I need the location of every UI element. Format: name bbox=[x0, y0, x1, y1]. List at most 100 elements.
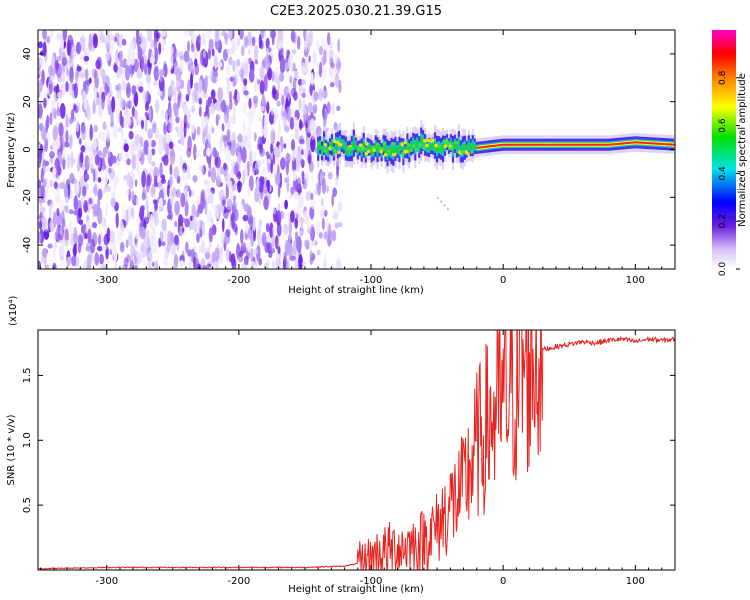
noise-blob bbox=[104, 37, 109, 51]
noise-blob bbox=[127, 49, 132, 66]
noise-blob bbox=[98, 234, 101, 246]
noise-blob bbox=[290, 30, 296, 43]
noise-blob bbox=[158, 165, 163, 176]
noise-blob bbox=[229, 76, 234, 82]
noise-blob bbox=[83, 55, 90, 62]
noise-blob bbox=[154, 47, 159, 62]
noise-blob bbox=[228, 30, 233, 40]
noise-blob bbox=[303, 210, 309, 225]
noise-blob bbox=[321, 177, 326, 195]
noise-blob bbox=[168, 141, 174, 150]
noise-blob bbox=[248, 68, 255, 83]
signal-speckle bbox=[323, 149, 327, 153]
noise-blob bbox=[44, 160, 50, 167]
noise-blob bbox=[160, 178, 166, 184]
noise-blob bbox=[271, 123, 276, 133]
noise-blob bbox=[278, 119, 281, 137]
noise-blob bbox=[214, 247, 220, 262]
noise-blob bbox=[46, 177, 49, 194]
noise-blob bbox=[276, 222, 282, 237]
noise-blob bbox=[272, 259, 275, 269]
noise-blob bbox=[258, 34, 262, 49]
signal-speckle bbox=[434, 143, 438, 148]
noise-blob bbox=[147, 252, 151, 259]
noise-blob bbox=[86, 144, 92, 152]
noise-blob bbox=[166, 134, 172, 142]
noise-blob bbox=[247, 125, 252, 140]
noise-blob bbox=[67, 34, 74, 47]
noise-blob bbox=[133, 91, 139, 107]
noise-blob bbox=[274, 146, 279, 158]
signal-speckle bbox=[371, 145, 376, 149]
spectrogram-x-tick-label: 100 bbox=[626, 275, 645, 286]
noise-blob bbox=[98, 150, 103, 157]
noise-blob bbox=[104, 82, 108, 96]
noise-blob bbox=[131, 41, 135, 50]
noise-blob bbox=[243, 203, 250, 212]
noise-blob bbox=[153, 65, 160, 82]
noise-blob bbox=[119, 110, 123, 126]
noise-blob bbox=[123, 174, 128, 181]
noise-blob bbox=[187, 40, 190, 53]
noise-blob bbox=[252, 95, 259, 104]
noise-blob bbox=[291, 139, 295, 151]
noise-blob bbox=[336, 258, 343, 269]
noise-blob bbox=[143, 139, 149, 155]
colorbar-tick-label: 0.4 bbox=[718, 166, 728, 181]
noise-blob bbox=[293, 70, 299, 79]
noise-blob bbox=[227, 198, 233, 210]
noise-blob bbox=[230, 115, 235, 124]
noise-blob bbox=[271, 107, 274, 116]
noise-blob bbox=[216, 61, 223, 69]
noise-blob bbox=[75, 69, 79, 83]
noise-blob bbox=[174, 200, 181, 216]
signal-speckle bbox=[357, 147, 361, 151]
noise-blob bbox=[299, 118, 303, 131]
noise-blob bbox=[122, 38, 127, 46]
noise-blob bbox=[90, 238, 96, 254]
noise-blob bbox=[103, 187, 107, 194]
noise-blob bbox=[102, 121, 107, 131]
noise-blob bbox=[40, 184, 45, 200]
noise-blob bbox=[121, 130, 124, 141]
snr-x-tick-label: -200 bbox=[228, 576, 251, 587]
noise-blob bbox=[320, 56, 326, 67]
noise-blob bbox=[116, 38, 120, 46]
noise-blob bbox=[178, 214, 183, 228]
noise-blob bbox=[263, 128, 268, 138]
noise-blob bbox=[162, 60, 168, 78]
noise-blob bbox=[287, 153, 291, 164]
noise-blob bbox=[38, 79, 43, 92]
noise-blob bbox=[68, 135, 73, 150]
noise-blob bbox=[143, 90, 146, 104]
noise-blob bbox=[162, 134, 167, 144]
noise-blob bbox=[237, 37, 241, 47]
noise-blob bbox=[226, 78, 231, 95]
noise-blob bbox=[144, 63, 148, 76]
noise-blob bbox=[109, 230, 115, 243]
noise-blob bbox=[207, 133, 211, 144]
noise-blob bbox=[143, 260, 149, 269]
noise-blob bbox=[149, 56, 153, 64]
noise-blob bbox=[298, 97, 302, 111]
noise-blob bbox=[76, 65, 82, 72]
noise-blob bbox=[166, 240, 171, 253]
noise-blob bbox=[201, 32, 206, 46]
noise-blob bbox=[257, 226, 262, 236]
noise-blob bbox=[140, 42, 147, 51]
noise-blob bbox=[52, 245, 56, 258]
noise-blob bbox=[84, 141, 88, 155]
noise-blob bbox=[126, 172, 131, 188]
signal-speckle bbox=[365, 142, 369, 146]
noise-blob bbox=[136, 216, 141, 227]
noise-blob bbox=[308, 55, 311, 63]
noise-blob bbox=[214, 206, 219, 220]
noise-blob bbox=[180, 94, 185, 109]
noise-blob bbox=[221, 123, 225, 132]
noise-blob bbox=[128, 230, 133, 242]
spectrogram-x-tick-label: -300 bbox=[95, 275, 118, 286]
noise-blob bbox=[246, 110, 252, 119]
noise-blob bbox=[294, 217, 299, 229]
signal-speckle bbox=[366, 149, 371, 154]
noise-blob bbox=[262, 232, 267, 238]
